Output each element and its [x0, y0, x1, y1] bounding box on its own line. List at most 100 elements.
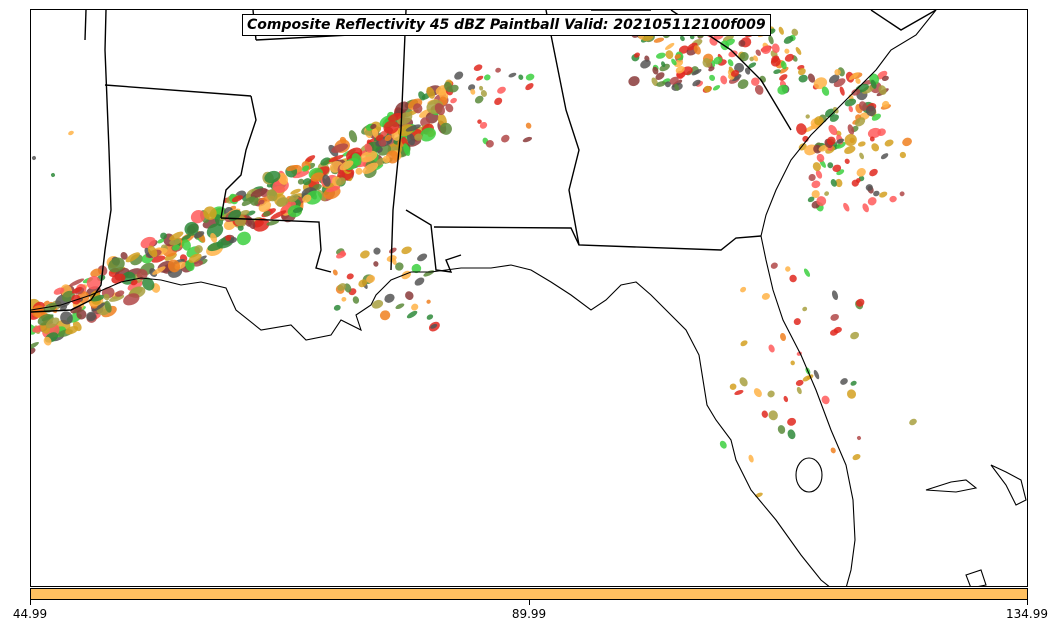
- echo-blob: [850, 380, 857, 386]
- echo-blob: [856, 168, 866, 177]
- al-fl-border: [405, 209, 462, 273]
- echo-blob: [861, 85, 875, 94]
- echo-blob: [31, 347, 36, 355]
- echo-blob: [802, 306, 808, 312]
- echo-blob: [362, 162, 379, 174]
- echo-blob: [157, 238, 165, 244]
- echo-blob: [114, 290, 125, 297]
- echo-blob: [828, 74, 840, 84]
- echo-blob: [783, 35, 794, 44]
- echo-blob: [305, 190, 322, 205]
- echo-blob: [783, 395, 789, 403]
- echo-blob: [479, 85, 484, 91]
- echo-blob: [832, 164, 842, 172]
- colorbar-tick-min: [30, 600, 31, 605]
- echo-blob: [768, 410, 778, 421]
- echo-blob: [779, 74, 788, 81]
- echo-blob: [814, 116, 824, 126]
- echo-blob: [375, 134, 384, 141]
- echo-blob: [671, 58, 677, 66]
- echo-blob: [777, 425, 786, 434]
- echo-blob: [297, 178, 305, 185]
- fl-north-border: [433, 226, 762, 251]
- echo-blob: [692, 79, 701, 87]
- echo-blob: [729, 383, 737, 390]
- ar-la-border: [104, 84, 252, 97]
- echo-blob: [748, 62, 757, 69]
- echo-blob: [266, 220, 279, 226]
- echo-blob: [844, 158, 850, 164]
- echo-blob: [678, 45, 689, 54]
- echo-blob: [889, 195, 897, 203]
- echo-blob: [104, 300, 112, 313]
- la-ms-border: [220, 217, 332, 273]
- echo-blob: [236, 231, 251, 246]
- echo-blob: [364, 143, 373, 153]
- echo-blob: [366, 274, 376, 284]
- echo-blob: [445, 103, 454, 113]
- echo-blob: [188, 253, 202, 263]
- echo-blob: [86, 275, 101, 290]
- echo-blob: [302, 178, 312, 186]
- ms-al-border: [390, 10, 407, 271]
- echo-blob: [713, 56, 723, 65]
- map-panel: Composite Reflectivity 45 dBZ Paintball …: [30, 9, 1028, 587]
- echo-blob: [372, 128, 379, 138]
- echo-blob: [755, 492, 763, 498]
- echo-blob: [378, 138, 387, 147]
- echo-blob: [831, 290, 839, 301]
- colorbar-label-max: 134.99: [1006, 607, 1048, 621]
- echo-blob: [485, 139, 494, 148]
- echo-blob: [830, 447, 836, 454]
- echo-blob: [824, 191, 830, 196]
- echo-blob: [855, 178, 861, 183]
- echo-blob: [270, 210, 287, 220]
- echo-blob: [258, 199, 265, 205]
- echo-blob: [854, 117, 866, 127]
- nc-sc-border: [870, 10, 937, 31]
- echo-blob: [761, 292, 770, 300]
- echo-blob: [130, 279, 138, 286]
- echo-blob: [744, 67, 751, 75]
- echo-blob: [651, 77, 658, 87]
- echo-blob: [708, 66, 715, 72]
- echo-blob: [634, 52, 640, 58]
- echo-blob: [420, 127, 436, 142]
- echo-blob: [653, 37, 665, 43]
- echo-blob: [518, 74, 524, 80]
- echo-blob: [728, 50, 738, 58]
- ms-river-border: [220, 95, 257, 219]
- echo-blob: [69, 278, 85, 287]
- echo-blob: [899, 151, 907, 159]
- echo-blob: [320, 157, 331, 166]
- echo-blob: [341, 296, 347, 302]
- echo-blob: [136, 269, 148, 281]
- echo-blob: [103, 293, 110, 301]
- echo-blob: [878, 85, 887, 95]
- echo-blob: [383, 120, 399, 134]
- echo-blob: [91, 294, 105, 302]
- echo-blob: [190, 210, 205, 224]
- echo-blob: [828, 124, 838, 136]
- echo-blob: [387, 112, 403, 122]
- echo-blob: [203, 206, 217, 220]
- echo-blob: [867, 197, 877, 206]
- echo-blob: [805, 114, 810, 119]
- echo-blob: [702, 58, 712, 68]
- echo-blob: [401, 270, 412, 280]
- echo-blob: [880, 153, 889, 160]
- paintball-echoes: [31, 26, 917, 498]
- echo-blob: [777, 84, 789, 95]
- echo-blob: [305, 155, 316, 163]
- echo-blob: [480, 90, 487, 97]
- echo-blob: [494, 97, 503, 106]
- lake-okeechobee: [795, 457, 823, 493]
- echo-blob: [60, 311, 73, 325]
- echo-blob: [867, 127, 882, 139]
- fl-east-coast: [760, 235, 856, 586]
- echo-blob: [401, 246, 412, 255]
- echo-blob: [830, 313, 839, 321]
- echo-blob: [834, 69, 841, 76]
- echo-blob: [737, 79, 749, 89]
- echo-blob: [753, 55, 759, 62]
